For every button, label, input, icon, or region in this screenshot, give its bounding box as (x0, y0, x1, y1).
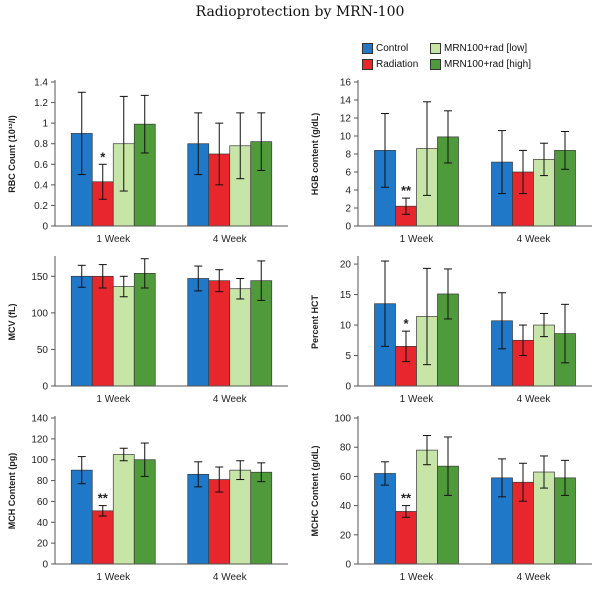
y-tick-label: 14 (340, 96, 352, 107)
y-tick-label: 10 (340, 132, 352, 143)
mch-content-chart: 0 20 40 60 80 100 120 140 MCH Content (pg) 1 Week… (7, 414, 288, 583)
y-tick-label: 80 (37, 476, 49, 487)
category-label-4-week: 4 Week (517, 234, 552, 245)
y-tick-label: 40 (37, 518, 49, 529)
y-tick-label: 2 (345, 204, 351, 215)
y-tick-label: 0 (42, 560, 48, 571)
bar-control-1-week (70, 469, 93, 565)
y-axis-label: HGB content (g/dL) (310, 113, 320, 196)
significance-marker: * (100, 149, 106, 164)
y-tick-label: 0 (345, 222, 351, 233)
legend-label-control: Control (376, 43, 409, 54)
legend-label-radiation: Radiation (376, 59, 419, 70)
bar-control-4-week (187, 278, 210, 387)
y-tick-label: 1.4 (34, 78, 48, 89)
y-tick-label: 140 (31, 414, 48, 425)
bar-radiation-4-week (208, 280, 231, 387)
y-tick-label: 80 (340, 443, 352, 454)
y-axis-label: MCH Content (pg) (7, 453, 17, 529)
y-tick-label: 20 (340, 260, 352, 271)
legend-swatch-control (362, 43, 373, 54)
y-tick-label: 0 (42, 382, 48, 393)
legend-swatch-radiation (362, 59, 373, 70)
significance-marker: ** (98, 491, 109, 506)
y-axis-label: MCHC Content (g/dL) (310, 446, 320, 537)
bar-mrn-low-1-week (112, 454, 135, 565)
y-tick-label: 5 (345, 351, 351, 362)
y-tick-label: 50 (37, 345, 49, 356)
bar-mrn-low-4-week (229, 469, 252, 565)
y-tick-label: 1.2 (34, 98, 48, 109)
y-tick-label: 0.6 (34, 160, 48, 171)
hgb-content-chart: 0 2 4 6 8 10 12 14 16 HGB content (g/dL) 1 Week 4 W… (310, 78, 592, 245)
legend-item-control: Control (362, 41, 408, 56)
bar-control-4-week (187, 473, 210, 565)
bar-mrn-high-4-week (250, 471, 273, 565)
category-label-1-week: 1 Week (400, 234, 435, 245)
y-tick-label: 16 (340, 78, 352, 89)
legend-swatch-mrn-low (430, 43, 441, 54)
legend-label-mrn-low: MRN100+rad [low] (444, 43, 528, 54)
legend-label-mrn-high: MRN100+rad [high] (444, 59, 531, 70)
legend: Control Radiation MRN100+rad [low] MRN10… (362, 41, 598, 73)
mchc-content-chart: 0 20 40 60 80 100 MCHC Content (g/dL) 1 Week 4 W… (310, 414, 592, 583)
y-tick-label: 20 (340, 530, 352, 541)
figure-title: Radioprotection by MRN-100 (195, 4, 405, 20)
y-tick-label: 20 (37, 539, 49, 550)
category-label-1-week: 1 Week (96, 394, 131, 405)
y-tick-label: 0 (42, 222, 48, 233)
category-label-1-week: 1 Week (400, 394, 435, 405)
significance-marker: ** (401, 491, 412, 506)
rbc-count-chart: 0 0.2 0.4 0.6 0.8 1 1.2 1.4 RBC Count (10¹²/l) 1 … (7, 78, 288, 245)
bar-mrn-low-1-week (112, 286, 135, 387)
y-tick-label: 12 (340, 114, 352, 125)
y-tick-label: 8 (345, 150, 351, 161)
category-label-4-week: 4 Week (213, 394, 248, 405)
category-label-4-week: 4 Week (517, 572, 552, 583)
legend-item-mrn-low: MRN100+rad [low] (430, 41, 527, 56)
y-tick-label: 40 (340, 501, 352, 512)
bar-control-1-week (374, 473, 396, 565)
bar-radiation-1-week (91, 510, 114, 565)
y-tick-label: 4 (345, 186, 351, 197)
mcv-chart: 0 50 100 150 MCV (fL) 1 Week 4 Week (7, 256, 288, 405)
bar-control-1-week (70, 275, 93, 387)
y-tick-label: 10 (340, 321, 352, 332)
y-tick-label: 60 (340, 472, 352, 483)
y-tick-label: 0.2 (34, 201, 48, 212)
y-tick-label: 1 (42, 119, 48, 130)
legend-item-radiation: Radiation (362, 57, 418, 72)
bar-mrn-high-1-week (133, 273, 156, 387)
category-label-1-week: 1 Week (96, 234, 131, 245)
bar-mrn-low-4-week (229, 288, 252, 387)
y-tick-label: 100 (31, 308, 48, 319)
bar-radiation-1-week (91, 275, 114, 387)
category-label-4-week: 4 Week (517, 394, 552, 405)
y-axis-label: RBC Count (10¹²/l) (7, 115, 17, 193)
category-label-1-week: 1 Week (96, 572, 131, 583)
legend-item-mrn-high: MRN100+rad [high] (430, 57, 531, 72)
y-tick-label: 120 (31, 434, 48, 445)
significance-marker: ** (401, 183, 412, 198)
bar-mrn-low-1-week (416, 449, 438, 565)
y-tick-label: 100 (334, 414, 351, 425)
y-tick-label: 15 (340, 290, 352, 301)
category-label-4-week: 4 Week (213, 234, 248, 245)
y-tick-label: 0 (345, 382, 351, 393)
y-tick-label: 100 (31, 455, 48, 466)
y-axis-label: MCV (fL) (7, 304, 17, 341)
y-tick-label: 0.4 (34, 180, 48, 191)
y-tick-label: 0 (345, 560, 351, 571)
y-tick-label: 6 (345, 168, 351, 179)
legend-swatch-mrn-high (430, 59, 441, 70)
percent-hct-chart: 0 5 10 15 20 Percent HCT 1 Week 4 Week * (310, 256, 592, 405)
bar-radiation-1-week (395, 511, 417, 565)
y-tick-label: 150 (31, 272, 48, 283)
y-tick-label: 60 (37, 497, 49, 508)
category-label-1-week: 1 Week (400, 572, 435, 583)
significance-marker: * (403, 316, 409, 331)
category-label-4-week: 4 Week (213, 572, 248, 583)
y-tick-label: 0.8 (34, 139, 48, 150)
y-axis-label: Percent HCT (310, 294, 320, 349)
